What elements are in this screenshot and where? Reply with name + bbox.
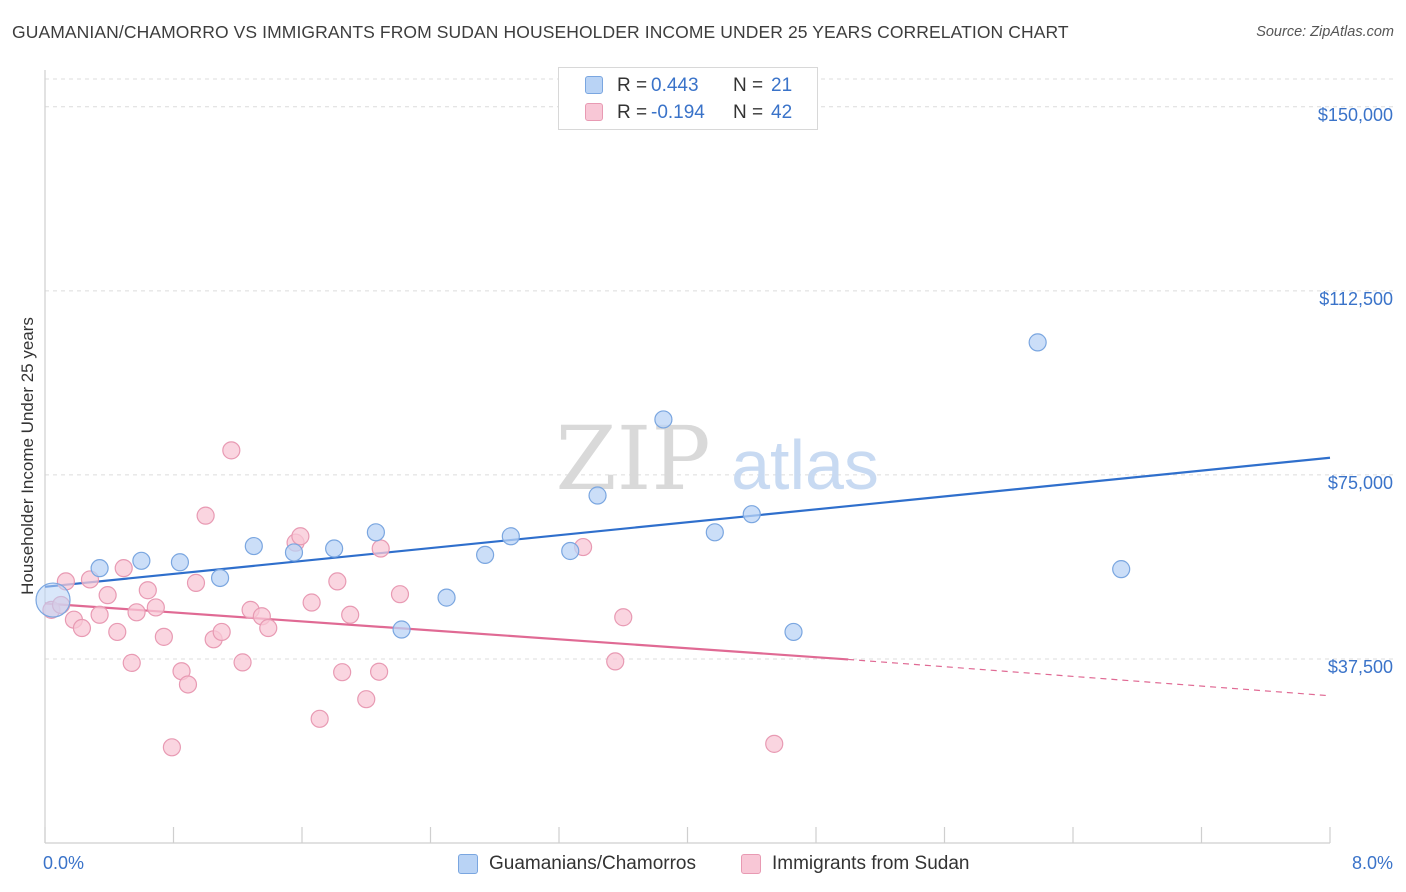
data-point-guamanians	[561, 541, 580, 561]
source-credit: Source: ZipAtlas.com	[1256, 24, 1394, 40]
data-point-sudan	[162, 738, 181, 757]
data-point-sudan	[178, 675, 198, 694]
data-point-guamanians	[366, 523, 385, 542]
data-point-sudan	[291, 527, 310, 546]
data-point-sudan	[390, 585, 410, 604]
trend-line-sudan-extension	[848, 658, 1331, 697]
data-point-guamanians	[437, 588, 456, 607]
data-point-sudan	[233, 653, 252, 672]
r-label: R =	[617, 75, 648, 96]
data-point-guamanians	[90, 559, 109, 578]
data-point-sudan	[146, 598, 165, 617]
r-value: -0.194	[651, 102, 705, 123]
x-tick-label: 8.0%	[1351, 853, 1393, 873]
data-point-sudan	[328, 572, 347, 591]
trend-line-sudan	[44, 602, 849, 661]
r-value: 0.443	[651, 75, 699, 96]
data-point-guamanians	[742, 505, 761, 524]
data-point-sudan	[614, 608, 633, 627]
data-point-sudan	[90, 605, 109, 624]
data-point-sudan	[186, 573, 206, 592]
data-point-guamanians	[244, 536, 263, 556]
data-point-guamanians	[1028, 333, 1047, 352]
series-guamanians-chamorros	[35, 333, 1131, 642]
data-point-guamanians	[392, 620, 411, 639]
watermark-zip: ZIP	[555, 407, 710, 510]
data-point-guamanians	[1112, 560, 1131, 579]
data-point-sudan	[333, 663, 352, 682]
x-tick-label: 0.0%	[43, 853, 85, 873]
data-point-sudan	[606, 652, 625, 671]
legend-label: Immigrants from Sudan	[772, 853, 970, 874]
data-point-sudan	[310, 709, 329, 728]
data-point-sudan	[196, 506, 215, 525]
gridlines	[45, 78, 1395, 660]
data-point-sudan	[371, 539, 390, 558]
data-point-sudan	[108, 622, 127, 642]
data-point-guamanians	[588, 486, 607, 505]
r-label: R =	[617, 102, 648, 123]
data-point-guamanians	[35, 582, 71, 618]
watermark: ZIP atlas	[555, 407, 879, 510]
data-point-guamanians	[501, 527, 520, 546]
data-point-guamanians	[210, 568, 230, 588]
trend-lines	[44, 456, 1331, 697]
data-point-sudan	[114, 559, 133, 578]
data-point-guamanians	[654, 410, 673, 429]
series-legend: Guamanians/Chamorros Immigrants from Sud…	[0, 852, 1406, 876]
x-axis-ticks	[44, 827, 1331, 843]
trend-line-guamanians	[44, 456, 1331, 588]
data-point-guamanians	[705, 523, 724, 542]
legend-swatch-blue	[458, 854, 478, 874]
data-point-sudan	[127, 603, 146, 622]
data-point-guamanians	[170, 553, 190, 572]
axes	[44, 70, 1331, 844]
data-point-sudan	[259, 618, 278, 638]
correlation-legend: R = 0.443 N = 21 R = -0.194 N = 42	[558, 67, 818, 130]
data-point-sudan	[341, 605, 360, 624]
n-value: 21	[771, 75, 793, 96]
chart-title: GUAMANIAN/CHAMORRO VS IMMIGRANTS FROM SU…	[12, 22, 1069, 42]
data-point-guamanians	[325, 539, 344, 558]
data-point-sudan	[138, 581, 157, 600]
data-point-sudan	[357, 690, 376, 709]
series-immigrants-from-sudan	[42, 441, 784, 757]
data-point-sudan	[98, 586, 117, 605]
data-point-guamanians	[284, 543, 304, 562]
data-point-sudan	[222, 441, 241, 460]
data-point-sudan	[154, 627, 173, 646]
data-point-sudan	[765, 734, 784, 753]
y-tick-label: $37,500	[1327, 656, 1393, 677]
legend-label: Guamanians/Chamorros	[489, 853, 696, 874]
data-point-sudan	[302, 593, 321, 612]
y-axis-label: Householder Income Under 25 years	[18, 317, 37, 595]
data-point-guamanians	[132, 551, 151, 570]
data-point-sudan	[72, 618, 92, 638]
data-point-sudan	[370, 662, 389, 681]
data-point-guamanians	[784, 622, 803, 642]
y-tick-label: $112,500	[1319, 288, 1393, 309]
legend-swatch-pink	[585, 103, 603, 121]
data-point-sudan	[212, 622, 231, 642]
n-label: N =	[733, 102, 764, 123]
data-point-guamanians	[476, 545, 495, 565]
watermark-atlas: atlas	[731, 426, 879, 504]
n-label: N =	[733, 75, 764, 96]
legend-swatch-blue	[585, 76, 603, 94]
n-value: 42	[771, 102, 793, 123]
y-tick-label: $150,000	[1317, 104, 1393, 125]
y-tick-label: $75,000	[1327, 472, 1393, 493]
legend-swatch-pink	[741, 854, 761, 874]
data-point-sudan	[122, 653, 141, 672]
